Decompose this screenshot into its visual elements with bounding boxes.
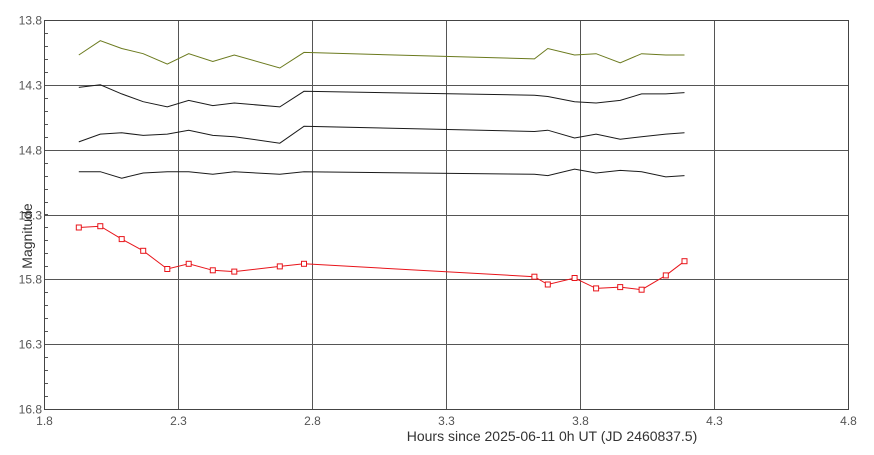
x-axis-label: Hours since 2025-06-11 0h UT (JD 2460837…: [407, 428, 698, 444]
y-tick-label: 16.3: [19, 338, 43, 352]
series-layer: [75, 40, 688, 293]
series-5-point: [75, 224, 82, 231]
series-5-point: [593, 285, 600, 292]
series-5-point: [140, 247, 147, 254]
y-axis-label: Magnitude: [19, 203, 35, 269]
series-5-point: [544, 281, 551, 288]
x-tick-label: 1.8: [36, 414, 53, 428]
x-tick-label: 4.3: [706, 414, 723, 428]
y-tick-label: 15.3: [19, 209, 43, 223]
y-tick-label: 16.8: [19, 403, 43, 417]
series-5-point: [301, 260, 307, 267]
series-5-point: [531, 273, 538, 280]
series-5-point: [638, 286, 645, 293]
series-line-4: [78, 168, 685, 179]
series-5-point: [276, 263, 283, 270]
series-5-point: [118, 236, 125, 243]
series-5-point: [617, 284, 624, 291]
series-line-5: [78, 225, 685, 291]
plot-frame: [44, 20, 849, 410]
series-5-point: [97, 223, 104, 230]
series-5-point: [185, 260, 192, 267]
grid-lines: [44, 20, 848, 409]
series-line-3: [78, 125, 685, 144]
x-tick-label: 3.3: [438, 414, 455, 428]
series-5-point: [231, 268, 238, 275]
series-line-2: [78, 84, 685, 108]
y-tick-label: 14.3: [19, 79, 43, 93]
x-tick-label: 3.8: [572, 414, 589, 428]
plot-border: [44, 20, 849, 410]
series-5-point: [209, 267, 216, 274]
series-5-point: [164, 266, 171, 272]
series-5-point: [681, 258, 688, 265]
series-5-point: [571, 275, 578, 281]
y-tick-label: 13.8: [19, 14, 43, 28]
series-5-point: [662, 272, 669, 279]
x-tick-label: 4.8: [840, 414, 857, 428]
x-tick-label: 2.8: [304, 414, 321, 428]
x-tick-label: 2.3: [170, 414, 187, 428]
series-line-1: [78, 40, 685, 69]
y-tick-label: 15.8: [19, 273, 43, 287]
x-axis-ticks: 1.8 2.3 2.8 3.3 3.8 4.3 4.8: [36, 414, 857, 428]
y-tick-label: 14.8: [19, 144, 43, 158]
y-axis-ticks: 13.8 14.3 14.8 15.3 15.8 16.3 16.8: [19, 14, 43, 417]
